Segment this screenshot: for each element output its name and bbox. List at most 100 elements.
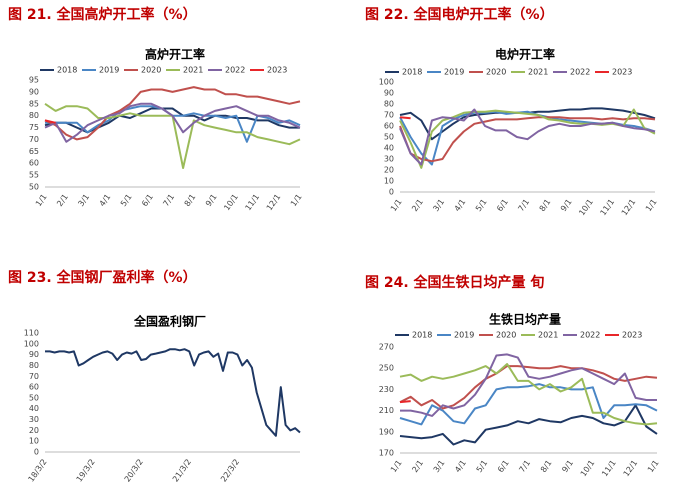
y-tick-label: 270 <box>379 343 394 352</box>
series-line <box>400 353 657 417</box>
x-tick-label: 3/1 <box>431 197 446 213</box>
legend-label: 2018 <box>412 331 432 340</box>
y-tick-label: 70 <box>384 111 394 120</box>
y-tick-label: 20 <box>29 426 39 435</box>
series-line <box>399 116 656 163</box>
x-tick-label: 1/1 <box>389 458 404 474</box>
x-tick-label: 2/1 <box>55 192 70 208</box>
y-tick-label: 60 <box>29 383 39 392</box>
y-tick-label: 40 <box>384 144 394 153</box>
legend-label: 2021 <box>183 66 203 75</box>
x-tick-label: 5/1 <box>474 197 489 213</box>
y-tick-label: 170 <box>379 449 394 458</box>
legend-label: 2023 <box>267 66 287 75</box>
legend-label: 2022 <box>225 66 245 75</box>
y-tick-label: 55 <box>29 171 39 180</box>
x-tick-label: 18/3/2 <box>27 457 49 483</box>
x-tick-label: 1/1 <box>646 458 661 474</box>
y-tick-label: 50 <box>29 393 39 402</box>
x-tick-label: 1/1 <box>34 192 49 208</box>
figure-caption: 图 24. 全国生铁日均产量 旬 <box>365 274 544 291</box>
x-tick-label: 6/1 <box>495 197 510 213</box>
figure-caption: 图 22. 全国电炉开工率（%） <box>365 6 554 23</box>
legend-label: 2021 <box>528 68 548 77</box>
y-tick-label: 30 <box>29 415 39 424</box>
legend-label: 2021 <box>538 331 558 340</box>
series-line <box>45 348 301 437</box>
series-line <box>44 86 301 141</box>
y-tick-label: 110 <box>24 329 39 338</box>
legend-label: 2023 <box>622 331 642 340</box>
x-tick-label: 4/1 <box>453 197 468 213</box>
x-tick-label: 5/1 <box>119 192 134 208</box>
chart-title: 高炉开工率 <box>145 47 205 62</box>
series-line <box>44 119 56 124</box>
x-tick-label: 5/1 <box>475 458 490 474</box>
legend-label: 2022 <box>580 331 600 340</box>
y-tick-label: 90 <box>29 350 39 359</box>
x-tick-label: 9/1 <box>560 458 575 474</box>
x-tick-label: 2/1 <box>410 458 425 474</box>
x-tick-label: 1/1 <box>644 197 659 213</box>
x-tick-label: 6/1 <box>496 458 511 474</box>
y-tick-label: 40 <box>29 404 39 413</box>
legend-label: 2020 <box>486 68 506 77</box>
series-line <box>399 383 658 426</box>
legend-label: 2020 <box>141 66 161 75</box>
y-tick-label: 95 <box>29 76 39 85</box>
figure-caption: 图 21. 全国高炉开工率（%） <box>8 6 197 23</box>
series-line <box>399 108 656 166</box>
y-tick-label: 250 <box>379 364 394 373</box>
x-tick-label: 12/1 <box>622 458 640 478</box>
y-tick-label: 190 <box>379 427 394 436</box>
y-tick-label: 50 <box>29 183 39 192</box>
x-tick-label: 21/3/2 <box>171 457 193 483</box>
x-tick-label: 19/3/2 <box>75 457 97 483</box>
series-line <box>399 365 658 410</box>
series-line <box>399 108 656 169</box>
y-tick-label: 70 <box>29 135 39 144</box>
x-tick-label: 7/1 <box>517 458 532 474</box>
series-line <box>44 102 301 169</box>
y-tick-label: 30 <box>384 155 394 164</box>
series-line <box>399 116 411 120</box>
x-tick-label: 7/1 <box>516 197 531 213</box>
y-tick-label: 70 <box>29 372 39 381</box>
y-tick-label: 100 <box>24 339 39 348</box>
x-tick-label: 1/1 <box>389 197 404 213</box>
y-tick-label: 65 <box>29 147 39 156</box>
x-tick-label: 10/1 <box>579 458 597 478</box>
x-tick-label: 4/1 <box>453 458 468 474</box>
x-tick-label: 3/1 <box>76 192 91 208</box>
y-tick-label: 85 <box>29 99 39 108</box>
y-tick-label: 60 <box>384 122 394 131</box>
x-tick-label: 6/1 <box>140 192 155 208</box>
y-tick-label: 80 <box>29 361 39 370</box>
x-tick-label: 12/1 <box>265 192 283 212</box>
figure-caption: 图 23. 全国钢厂盈利率（%） <box>8 269 197 286</box>
x-tick-label: 7/1 <box>161 192 176 208</box>
x-tick-label: 9/1 <box>204 192 219 208</box>
legend-label: 2018 <box>57 66 77 75</box>
y-tick-label: 100 <box>379 78 394 87</box>
y-tick-label: 20 <box>384 166 394 175</box>
x-tick-label: 3/1 <box>432 458 447 474</box>
x-tick-label: 10/1 <box>577 197 595 217</box>
chart-title: 全国盈利钢厂 <box>133 314 206 329</box>
y-tick-label: 90 <box>384 89 394 98</box>
y-tick-label: 0 <box>34 448 39 457</box>
series-line <box>45 105 301 143</box>
series-line <box>399 400 411 404</box>
x-tick-label: 11/1 <box>244 192 262 212</box>
y-tick-label: 210 <box>379 406 394 415</box>
series-line <box>399 363 658 426</box>
x-tick-label: 11/1 <box>599 197 617 217</box>
legend-label: 2022 <box>570 68 590 77</box>
x-tick-label: 2/1 <box>410 197 425 213</box>
x-tick-label: 9/1 <box>559 197 574 213</box>
x-tick-label: 20/3/2 <box>123 457 145 483</box>
x-tick-label: 22/3/2 <box>219 457 241 483</box>
legend-label: 2023 <box>612 68 632 77</box>
